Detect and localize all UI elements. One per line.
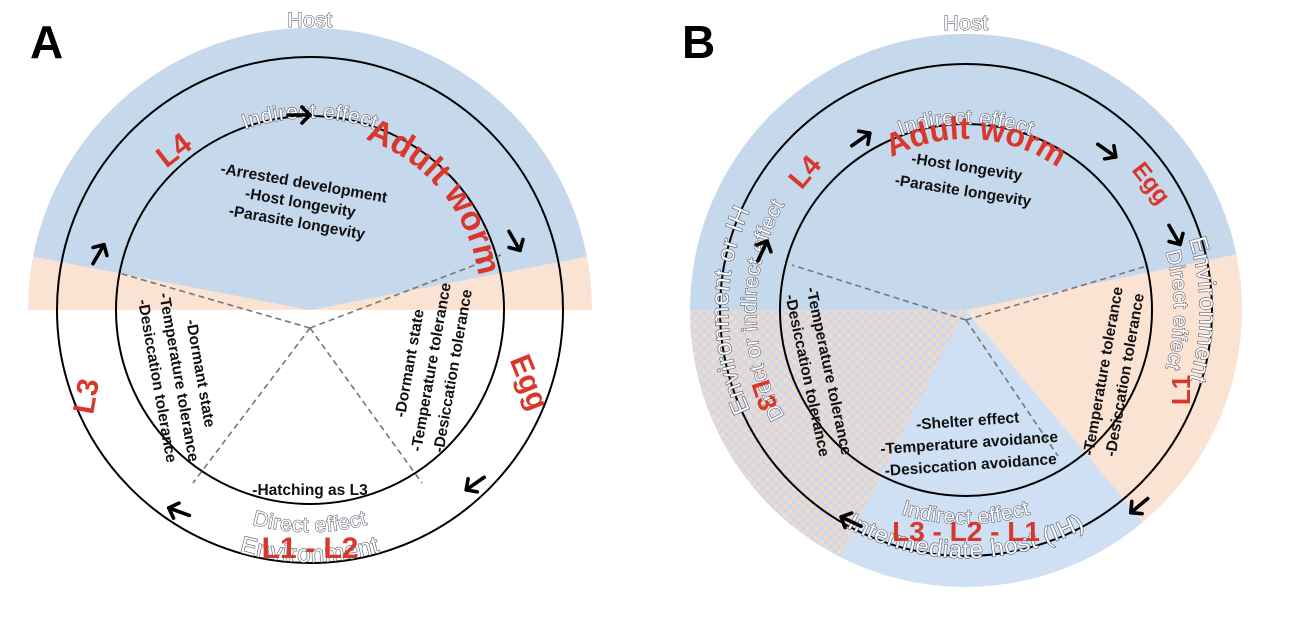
arrow-bottom-right: [464, 475, 486, 494]
arrow-b-4: [1129, 496, 1150, 516]
arrow-left: [91, 242, 109, 266]
host-label: Host: [287, 9, 332, 32]
arrow-bottom-left: [166, 501, 192, 520]
inner-ring-b: [779, 123, 1153, 497]
cycle-arrows: [91, 105, 525, 520]
panel-b: B Host Indirect effect Direct effect Env…: [682, 11, 1242, 587]
indirect-effect-bottom-b: Indirect effect: [900, 497, 1033, 529]
stage-l1-b: L1: [1166, 375, 1196, 405]
outer-ring: [56, 56, 564, 564]
stage-l3: L3: [67, 376, 106, 416]
stage-l3-l2-l1: L3 - L2 - L1: [892, 516, 1040, 547]
panel-a: A Host Indirect effect Direct effect Env…: [27, 8, 592, 569]
arrow-right: [507, 229, 525, 253]
traits-hatch-a: -Hatching as L3: [252, 482, 368, 499]
stage-l1-l2: L1 - L2: [262, 532, 359, 565]
arrow-b-1: [850, 129, 872, 148]
panel-letter-b: B: [682, 16, 715, 68]
arrow-b-2: [1096, 142, 1118, 161]
cycle-arrows-b: [754, 129, 1185, 530]
arrow-b-5: [839, 511, 863, 530]
arrow-top-right: [286, 105, 312, 125]
arrow-b-3: [1167, 223, 1185, 247]
sector-dividers: [118, 254, 502, 484]
direct-effect-label: Direct effect: [251, 507, 369, 537]
sector-dividers-b: [791, 264, 1148, 457]
host-label-b: Host: [943, 12, 988, 35]
panel-letter-a: A: [30, 16, 63, 68]
outer-ring-b: [719, 63, 1213, 557]
arrow-b-6: [754, 239, 773, 263]
